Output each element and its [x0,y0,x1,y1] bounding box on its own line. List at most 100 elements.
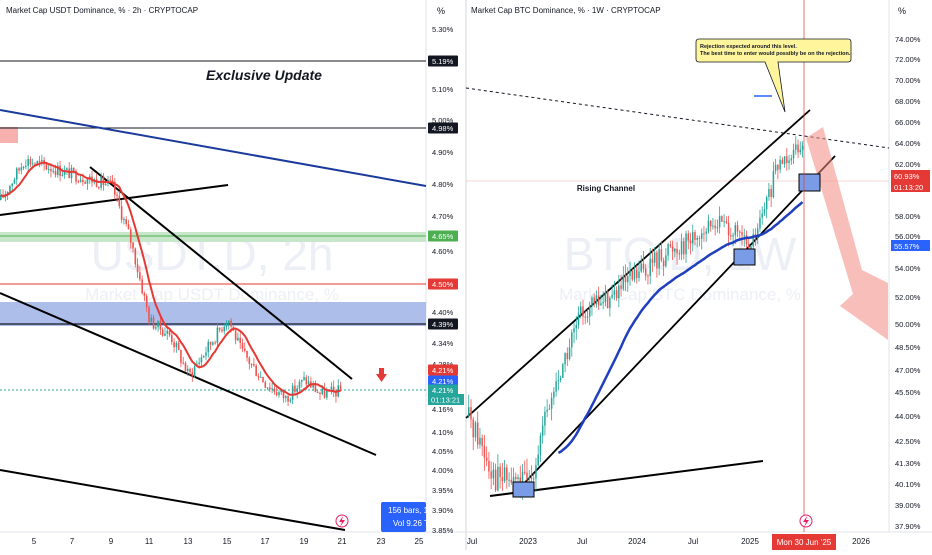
candle [234,330,237,341]
left-price-tag[interactable] [428,364,458,376]
candle [515,476,517,480]
candle [564,353,566,365]
candle [613,290,616,295]
blue-trendline[interactable] [0,109,427,187]
candle [180,349,182,363]
base-trendline[interactable] [489,460,764,497]
callout-note[interactable]: Rejection expected around this level. Th… [695,38,852,113]
candle [497,466,499,491]
left-price-tag[interactable] [428,318,458,330]
wedge-top-line[interactable] [89,166,353,380]
left-price-tag[interactable] [428,384,458,396]
down-arrow-icon[interactable] [376,368,387,382]
candle [259,376,262,378]
support-box-1[interactable] [512,481,535,498]
candle [687,233,690,241]
right-y-tick: 72.00% [895,55,921,64]
left-price-tag[interactable] [428,230,458,242]
candle [72,167,75,171]
candle [166,330,169,334]
channel-lower[interactable] [513,155,836,495]
candle [694,232,696,240]
candle [506,467,508,481]
left-axis-group: % 5.30%5.20%5.10%5.00%4.90%4.80%4.70%4.6… [428,6,464,535]
support-box-2[interactable] [733,248,756,266]
candle [132,242,134,249]
right-lightning-icon[interactable] [799,514,813,528]
candle [714,225,716,229]
left-time-axis[interactable]: 5 7 9 11 13 15 17 19 21 23 25 [32,537,424,546]
candle [725,221,728,223]
candle [54,170,57,175]
candle [797,144,799,153]
right-y-tick: 54.00% [895,264,921,273]
right-chart-panel[interactable]: BTC.D, 1W Market Cap BTC Dominance, % Re… [465,0,890,532]
candle [285,396,287,399]
candle [633,269,636,280]
candle [685,233,687,255]
candle [145,295,148,308]
candle [790,158,793,161]
right-price-tag[interactable] [891,170,930,181]
candle [82,179,84,183]
candle [727,222,730,236]
left-axis-unit[interactable]: % [437,6,445,16]
left-supply-zone[interactable] [0,127,18,143]
right-axis-unit[interactable]: % [898,6,906,16]
right-price-axis[interactable] [889,0,932,550]
candle [248,357,251,364]
candle [492,469,495,479]
target-box[interactable] [798,173,821,192]
candle [168,330,171,335]
candle [678,253,681,255]
candle [246,350,248,358]
candle [584,316,586,318]
candle [636,269,638,278]
right-x-tick: 2023 [519,537,537,546]
right-time-axis[interactable]: Jul 2023 Jul 2024 Jul 2025 2026 [467,537,871,546]
candle [161,329,164,336]
candle [801,145,804,150]
candle [116,194,118,196]
candle [216,327,219,343]
candle [237,337,239,341]
candle [680,241,683,255]
left-price-tag[interactable] [428,55,458,67]
right-candles[interactable] [468,136,804,500]
channel-upper[interactable] [465,109,811,419]
left-price-tag[interactable] [428,122,458,134]
right-y-tick: 41.30% [895,459,921,468]
left-price-tag[interactable] [428,375,458,387]
left-green-zone[interactable] [0,232,426,242]
left-y-tick: 3.85% [432,526,454,535]
lower-trendline[interactable] [0,469,346,531]
left-price-tag[interactable] [428,278,458,290]
bars-info-box[interactable] [381,502,426,532]
right-y-tick: 74.00% [895,35,921,44]
candle [501,477,504,482]
candle [777,164,779,170]
candle [718,216,721,228]
candle [526,472,528,480]
right-price-tag-label: 55.57% [894,242,920,251]
candle [575,324,578,329]
right-price-tag[interactable] [891,181,930,192]
upper-trendline[interactable] [0,184,229,216]
candle [716,227,719,229]
right-price-tag[interactable] [891,240,930,251]
left-chart-panel[interactable]: USDT.D, 2h Market Cap USDT Dominance, % … [0,6,433,532]
candle [321,388,324,394]
projection-arrow[interactable] [806,127,888,340]
left-y-tick: 4.80% [432,180,454,189]
candle [799,149,802,153]
candle [95,179,98,188]
left-price-axis[interactable] [426,0,466,550]
left-blue-zone[interactable] [0,302,426,326]
left-price-tag-label: 5.19% [432,57,454,66]
date-tag[interactable] [772,534,836,550]
candle [604,291,607,302]
lightning-icon[interactable] [335,514,349,528]
candle [57,165,59,175]
candle [577,313,580,325]
right-axis-group: % 74.00% 72.00% 70.00% 68.00% 66.00% 64.00% 62… [891,6,930,531]
